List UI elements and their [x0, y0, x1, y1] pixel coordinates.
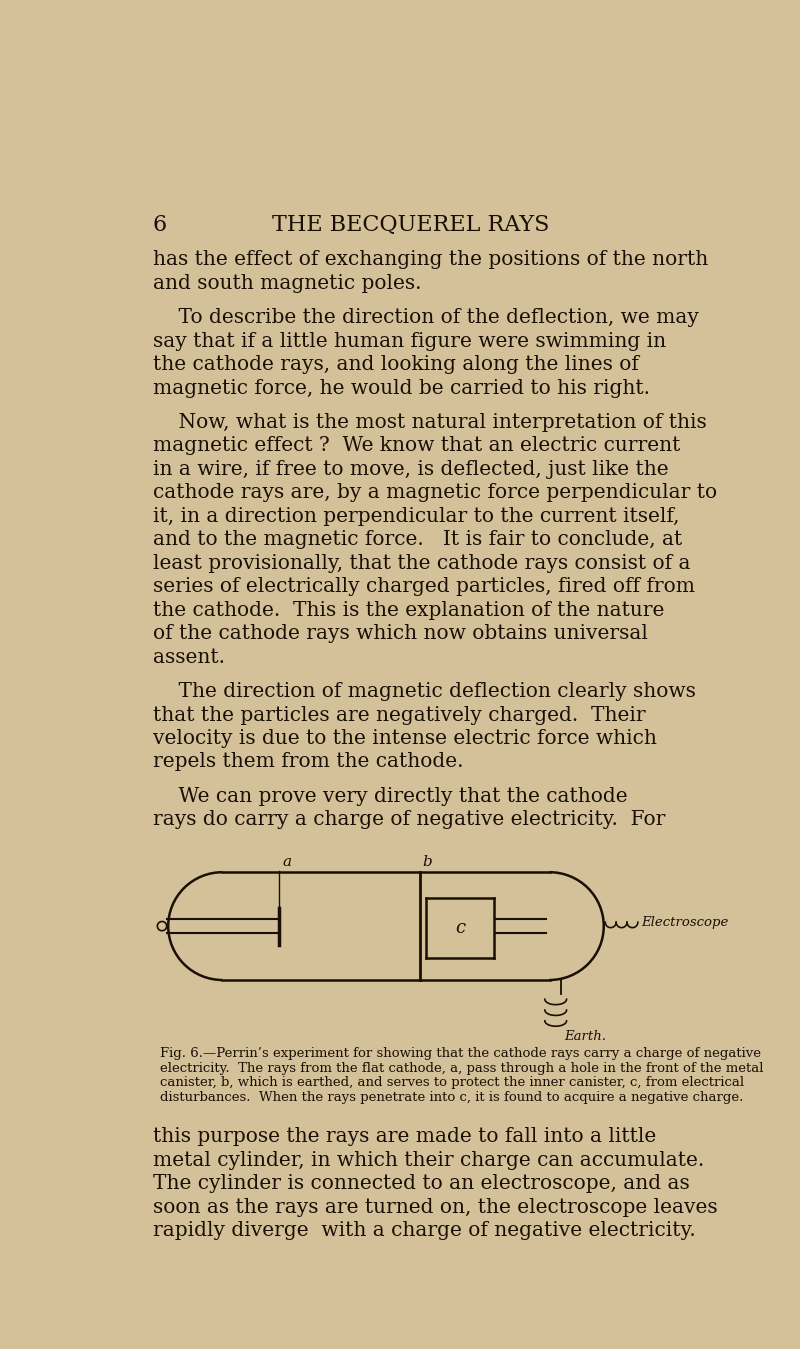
Text: Earth.: Earth. — [564, 1031, 606, 1043]
Text: 6: 6 — [153, 214, 167, 236]
Text: The direction of magnetic deflection clearly shows: The direction of magnetic deflection cle… — [153, 683, 695, 701]
Text: Now, what is the most natural interpretation of this: Now, what is the most natural interpreta… — [153, 413, 706, 432]
Text: THE BECQUEREL RAYS: THE BECQUEREL RAYS — [273, 214, 550, 236]
Text: b: b — [422, 855, 432, 869]
Text: rays do carry a charge of negative electricity.  For: rays do carry a charge of negative elect… — [153, 811, 665, 830]
Text: The cylinder is connected to an electroscope, and as: The cylinder is connected to an electros… — [153, 1174, 690, 1193]
Text: canister, b, which is earthed, and serves to protect the inner canister, c, from: canister, b, which is earthed, and serve… — [161, 1077, 745, 1089]
Text: the cathode rays, and looking along the lines of: the cathode rays, and looking along the … — [153, 355, 638, 374]
Text: and south magnetic poles.: and south magnetic poles. — [153, 274, 421, 293]
Text: assent.: assent. — [153, 648, 225, 666]
Text: and to the magnetic force.   It is fair to conclude, at: and to the magnetic force. It is fair to… — [153, 530, 682, 549]
Text: velocity is due to the intense electric force which: velocity is due to the intense electric … — [153, 728, 657, 747]
Text: soon as the rays are turned on, the electroscope leaves: soon as the rays are turned on, the elec… — [153, 1198, 718, 1217]
Text: a: a — [282, 855, 291, 869]
Text: c: c — [455, 919, 465, 938]
Text: that the particles are negatively charged.  Their: that the particles are negatively charge… — [153, 706, 646, 724]
Text: magnetic force, he would be carried to his right.: magnetic force, he would be carried to h… — [153, 379, 650, 398]
Text: this purpose the rays are made to fall into a little: this purpose the rays are made to fall i… — [153, 1126, 656, 1147]
Text: electricity.  The rays from the flat cathode, a, pass through a hole in the fron: electricity. The rays from the flat cath… — [161, 1062, 764, 1075]
Text: it, in a direction perpendicular to the current itself,: it, in a direction perpendicular to the … — [153, 507, 679, 526]
Text: the cathode.  This is the explanation of the nature: the cathode. This is the explanation of … — [153, 600, 664, 619]
Text: disturbances.  When the rays penetrate into c, it is found to acquire a negative: disturbances. When the rays penetrate in… — [161, 1091, 744, 1103]
Text: has the effect of exchanging the positions of the north: has the effect of exchanging the positio… — [153, 251, 708, 270]
Text: metal cylinder, in which their charge can accumulate.: metal cylinder, in which their charge ca… — [153, 1151, 704, 1170]
Text: series of electrically charged particles, fired off from: series of electrically charged particles… — [153, 577, 694, 596]
Text: Electroscope: Electroscope — [641, 916, 728, 928]
Text: magnetic effect ?  We know that an electric current: magnetic effect ? We know that an electr… — [153, 436, 680, 456]
Text: in a wire, if free to move, is deflected, just like the: in a wire, if free to move, is deflected… — [153, 460, 668, 479]
Text: Fig. 6.—Perrin’s experiment for showing that the cathode rays carry a charge of : Fig. 6.—Perrin’s experiment for showing … — [161, 1047, 762, 1060]
Text: cathode rays are, by a magnetic force perpendicular to: cathode rays are, by a magnetic force pe… — [153, 483, 717, 502]
Text: say that if a little human figure were swimming in: say that if a little human figure were s… — [153, 332, 666, 351]
Text: repels them from the cathode.: repels them from the cathode. — [153, 753, 463, 772]
Text: rapidly diverge  with a charge of negative electricity.: rapidly diverge with a charge of negativ… — [153, 1221, 695, 1240]
Text: of the cathode rays which now obtains universal: of the cathode rays which now obtains un… — [153, 625, 647, 643]
Text: We can prove very directly that the cathode: We can prove very directly that the cath… — [153, 786, 627, 805]
Text: To describe the direction of the deflection, we may: To describe the direction of the deflect… — [153, 308, 698, 328]
Text: least provisionally, that the cathode rays consist of a: least provisionally, that the cathode ra… — [153, 554, 690, 573]
